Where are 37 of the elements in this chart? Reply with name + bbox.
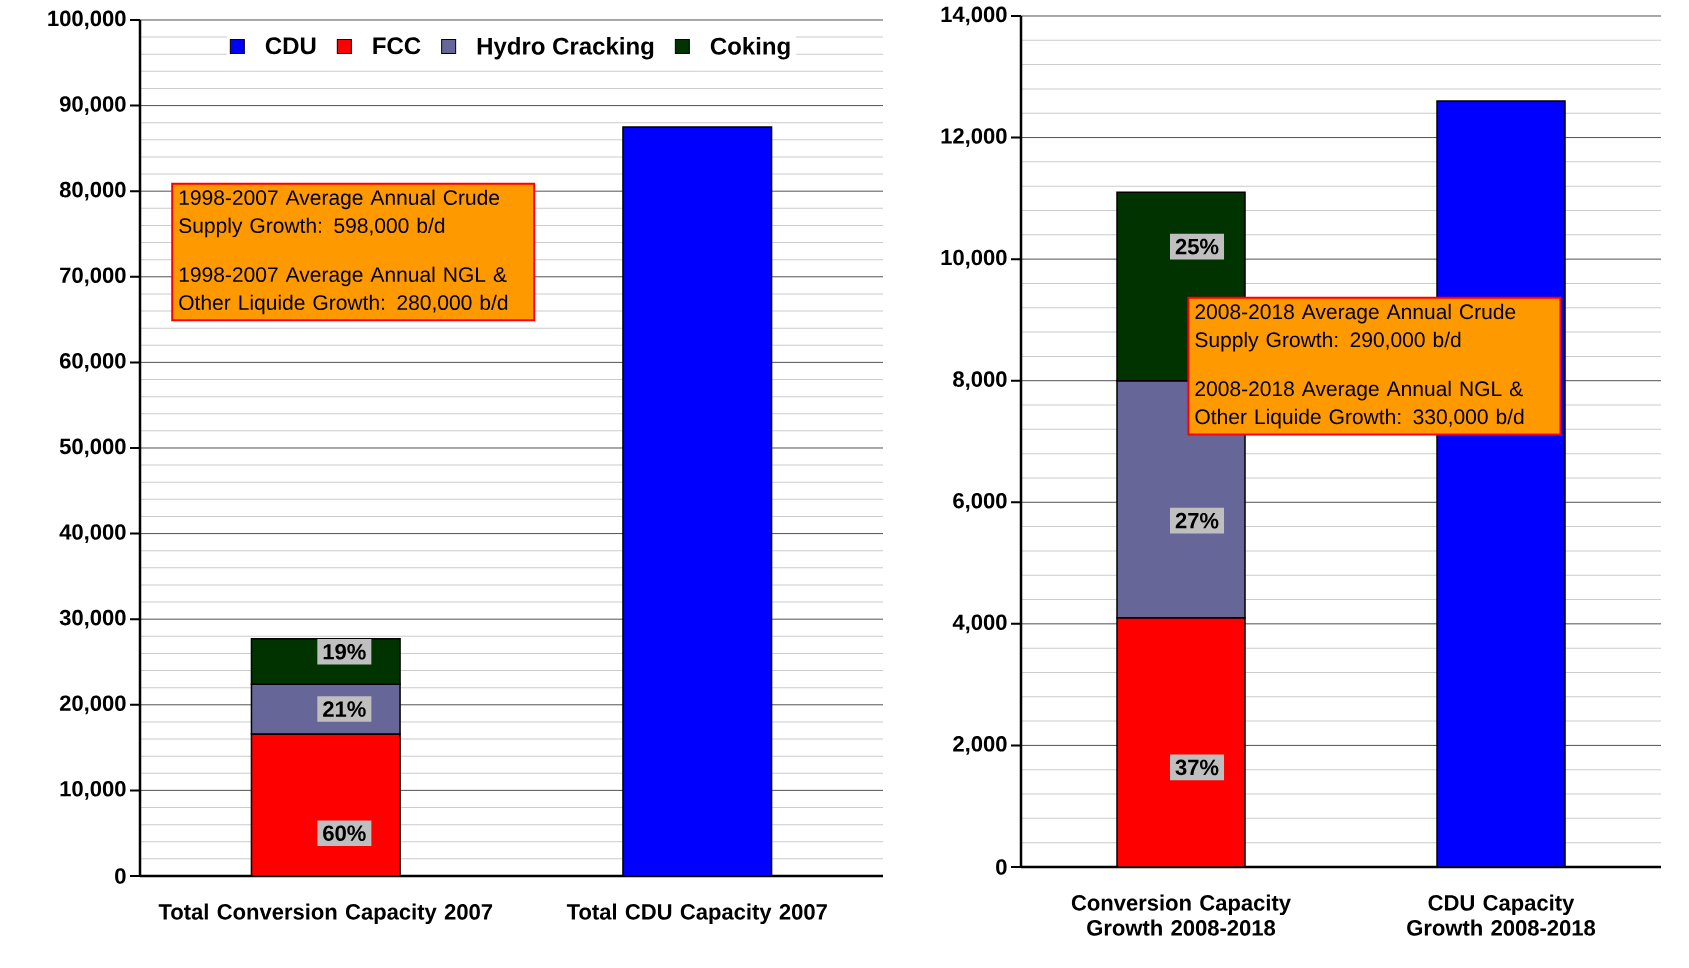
y-tick-label: 100,000 <box>48 10 126 30</box>
annotation: 2008-2018 Average Annual Crude Supply Growth: 290,000 b/d <box>1195 303 1516 352</box>
y-tick-label: 60,000 <box>59 352 126 372</box>
legend-label: Coking <box>710 37 790 60</box>
annotation: 27% <box>1175 512 1219 529</box>
annotation: 37% <box>1175 759 1219 776</box>
legend-label: CDU <box>265 37 316 55</box>
y-tick-label: 20,000 <box>59 695 126 715</box>
y-tick-label: 70,000 <box>60 267 126 287</box>
annotation: 2008-2018 Average Annual NGL & Other Liquide Growth: 330,000 b/d <box>1195 380 1524 429</box>
annotation: 1998-2007 Average Annual NGL & Other Liquide Growth: 280,000 b/d <box>179 266 508 315</box>
y-tick-label: 0 <box>996 859 1007 875</box>
y-tick-label: 30,000 <box>59 609 126 629</box>
y-tick-label: 50,000 <box>59 438 126 458</box>
y-tick-label: 4,000 <box>952 614 1007 634</box>
y-tick-label: 10,000 <box>60 780 126 800</box>
x-tick-label: Total Conversion Capacity 2007 <box>158 903 493 925</box>
annotation: 60% <box>323 825 366 841</box>
y-tick-label: 40,000 <box>59 524 126 543</box>
y-tick-label: 10,000 <box>941 249 1007 269</box>
y-tick-label: 8,000 <box>953 371 1007 391</box>
y-tick-label: 90,000 <box>59 96 126 115</box>
legend-label: Hydro Cracking <box>477 37 654 60</box>
x-tick-label: Total CDU Capacity 2007 <box>566 903 827 925</box>
y-tick-label: 2,000 <box>953 736 1007 755</box>
annotation: 25% <box>1175 238 1219 255</box>
annotation: 1998-2007 Average Annual Crude Supply Growth: 598,000 b/d <box>179 189 500 238</box>
y-tick-label: 80,000 <box>59 181 126 201</box>
y-tick-label: 12,000 <box>941 128 1007 147</box>
y-tick-label: 0 <box>115 868 126 884</box>
legend-label: FCC <box>373 37 421 55</box>
y-tick-label: 6,000 <box>953 492 1007 512</box>
y-tick-label: 14,000 <box>941 6 1007 26</box>
x-tick-label: Conversion Capacity Growth 2008-2018 <box>1071 894 1291 936</box>
annotation: 21% <box>323 701 366 717</box>
x-tick-label: CDU Capacity Growth 2008-2018 <box>1407 894 1596 936</box>
annotation: 19% <box>323 643 366 660</box>
